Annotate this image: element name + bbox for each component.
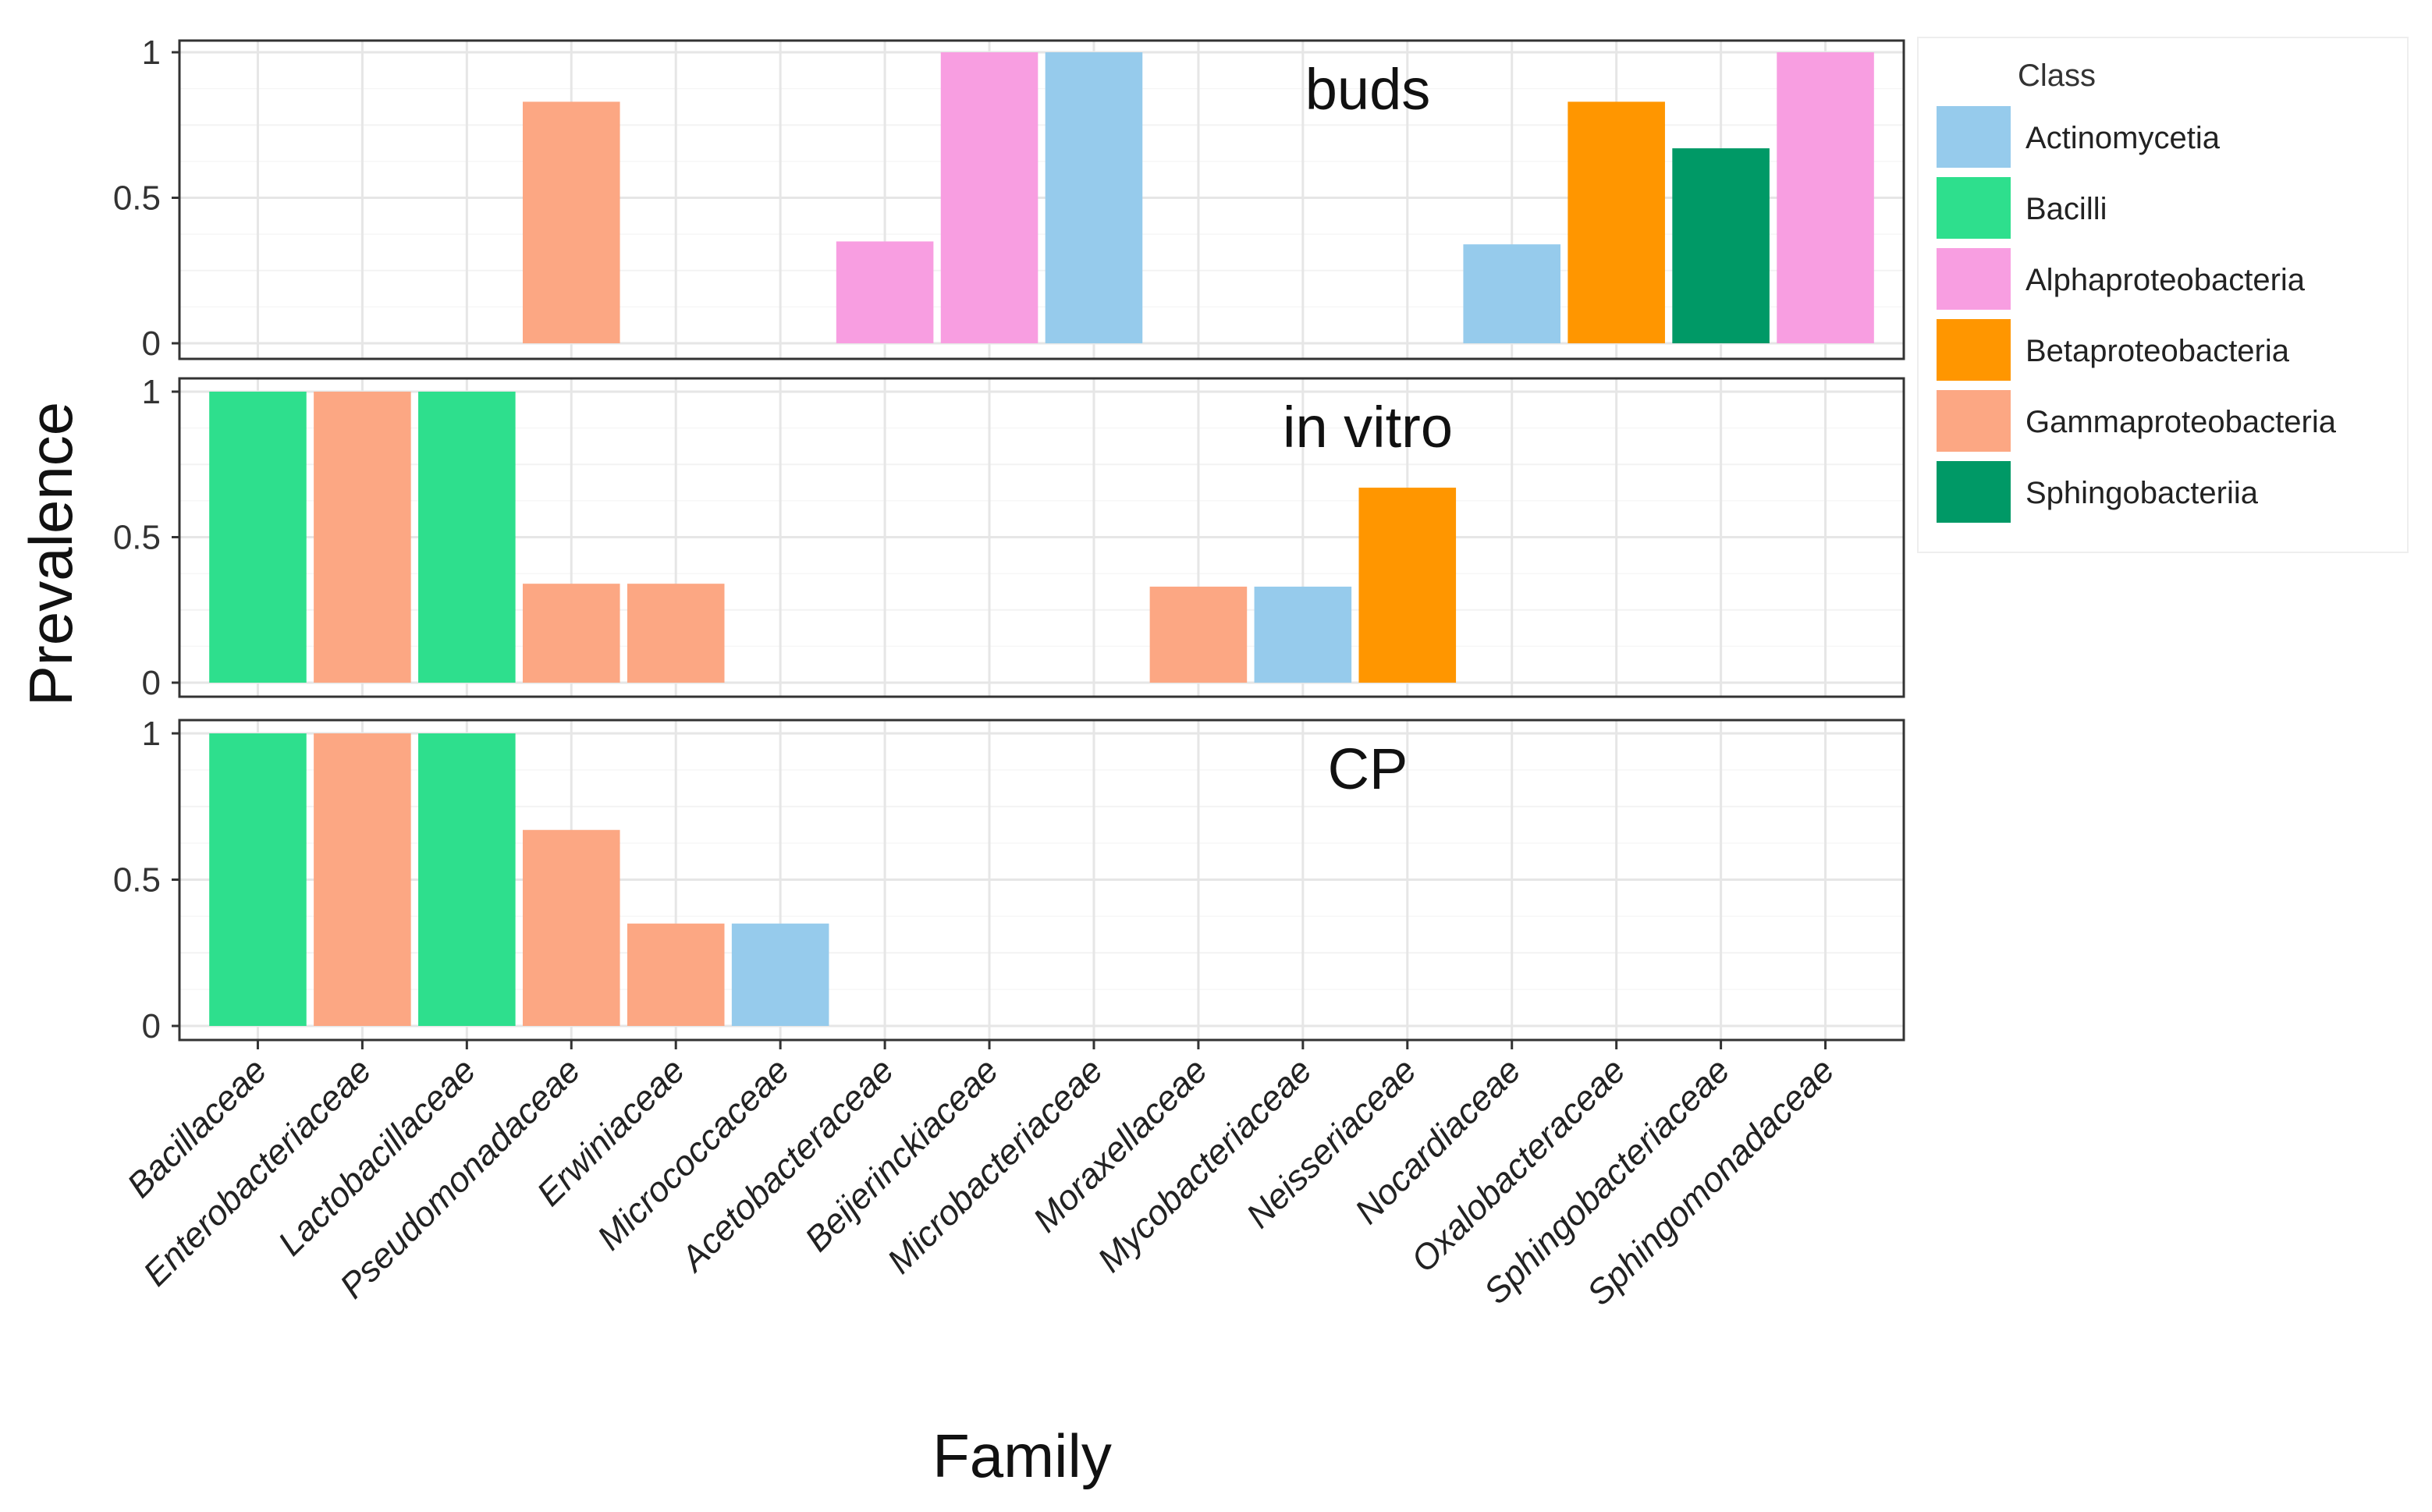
facet-panel-0: buds 0 0.5 1 xyxy=(113,34,1905,363)
bar-pseudomonadaceae xyxy=(522,829,620,1026)
x-tick-label: Micrococcaceae xyxy=(589,1050,797,1258)
bar-erwiniaceae xyxy=(627,923,725,1026)
legend-items: Actinomycetia Bacilli Alphaproteobacteria B… xyxy=(1937,106,2337,523)
bar-sphingobacteriaceae xyxy=(1672,148,1770,343)
bar-nocardiaceae xyxy=(1463,244,1561,343)
y-tick-label: 1 xyxy=(142,373,161,411)
y-axis-title: Prevalence xyxy=(16,402,85,706)
y-tick-label: 0 xyxy=(142,325,161,363)
bar-moraxellaceae xyxy=(1149,586,1248,683)
bar-lactobacillaceae xyxy=(418,733,516,1026)
bar-pseudomonadaceae xyxy=(522,584,620,683)
legend-item-label: Alphaproteobacteria xyxy=(2025,263,2306,297)
bar-microbacteriaceae xyxy=(1045,52,1143,343)
y-tick-label: 0.5 xyxy=(113,861,161,900)
facet-panel-2: CP 0 0.5 1 xyxy=(113,715,1905,1045)
bar-enterobacteriaceae xyxy=(314,392,411,683)
bar-beijerinckiaceae xyxy=(940,52,1038,343)
bar-enterobacteriaceae xyxy=(314,733,411,1026)
legend-item-label: Gammaproteobacteria xyxy=(2025,405,2337,439)
bar-micrococcaceae xyxy=(731,923,829,1026)
y-tick-label: 1 xyxy=(142,34,161,72)
x-axis-title: Family xyxy=(932,1421,1112,1490)
panel-border xyxy=(178,39,1905,360)
bar-mycobacteriaceae xyxy=(1254,586,1352,683)
bar-sphingomonadaceae xyxy=(1777,52,1874,343)
x-axis: BacillaceaeEnterobacteriaceaeLactobacill… xyxy=(119,1040,1842,1313)
y-tick-label: 0 xyxy=(142,664,161,702)
bar-erwiniaceae xyxy=(627,584,725,683)
bar-lactobacillaceae xyxy=(418,392,516,683)
legend-swatch xyxy=(1937,177,2011,239)
facet-label: in vitro xyxy=(1283,395,1453,460)
bar-bacillaceae xyxy=(209,392,307,683)
legend-swatch xyxy=(1937,319,2011,381)
legend-item-label: Betaproteobacteria xyxy=(2025,334,2290,368)
bar-neisseriaceae xyxy=(1358,488,1457,683)
legend-item-label: Actinomycetia xyxy=(2025,121,2221,155)
legend-item-label: Sphingobacteriia xyxy=(2025,476,2259,510)
legend-item-label: Bacilli xyxy=(2025,192,2107,226)
legend-swatch xyxy=(1937,106,2011,168)
y-tick-label: 0.5 xyxy=(113,519,161,557)
bar-bacillaceae xyxy=(209,733,307,1026)
y-tick-label: 0 xyxy=(142,1007,161,1045)
legend-swatch xyxy=(1937,461,2011,523)
facet-label: buds xyxy=(1305,57,1430,122)
legend-swatch xyxy=(1937,248,2011,310)
facet-panels: buds 0 0.5 1 in vitro 0 0.5 1 CP 0 0.5 1 xyxy=(113,34,1905,1045)
bar-oxalobacteraceae xyxy=(1567,101,1665,343)
legend: Class Actinomycetia Bacilli Alphaproteobac… xyxy=(1917,37,2409,553)
y-tick-label: 0.5 xyxy=(113,179,161,218)
legend-title: Class xyxy=(2018,59,2096,93)
x-tick-label: Lactobacillaceae xyxy=(270,1050,483,1263)
bar-acetobacteraceae xyxy=(836,241,934,343)
legend-swatch xyxy=(1937,390,2011,452)
bar-pseudomonadaceae xyxy=(522,101,620,343)
x-tick-label: Beijerinckiaceae xyxy=(797,1050,1006,1259)
y-tick-label: 1 xyxy=(142,715,161,753)
facet-panel-1: in vitro 0 0.5 1 xyxy=(113,373,1905,702)
facet-label: CP xyxy=(1328,736,1408,801)
